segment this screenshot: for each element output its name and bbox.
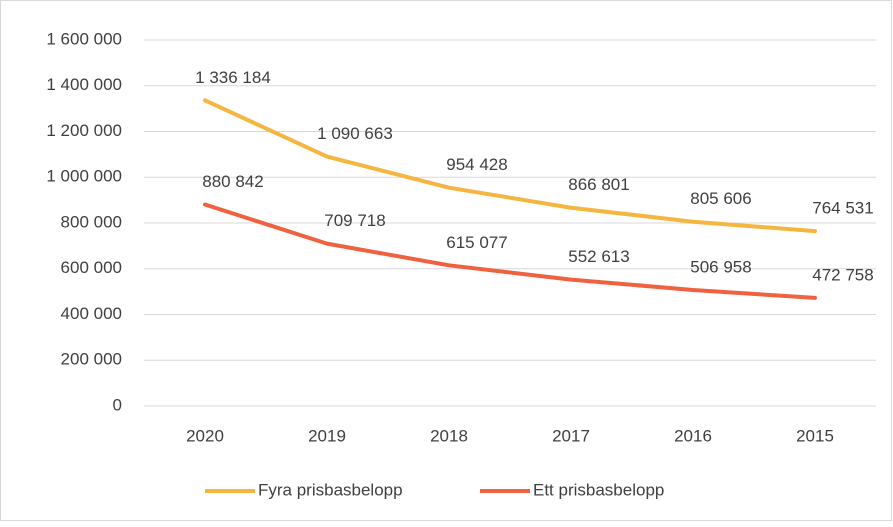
y-tick-label: 1 200 000 — [46, 121, 122, 140]
y-tick-label: 200 000 — [61, 350, 122, 369]
y-tick-label: 0 — [113, 395, 122, 414]
y-tick-label: 400 000 — [61, 304, 122, 323]
data-label: 1 336 184 — [195, 68, 271, 87]
y-tick-label: 1 600 000 — [46, 29, 122, 48]
x-tick-label: 2017 — [552, 426, 590, 445]
x-tick-label: 2018 — [430, 426, 468, 445]
data-label: 506 958 — [690, 258, 751, 277]
y-tick-label: 600 000 — [61, 258, 122, 277]
data-label: 709 718 — [324, 211, 385, 230]
data-label: 552 613 — [568, 247, 629, 266]
y-tick-label: 1 000 000 — [46, 167, 122, 186]
x-tick-label: 2015 — [796, 426, 834, 445]
x-tick-label: 2019 — [308, 426, 346, 445]
data-label: 764 531 — [812, 199, 873, 218]
legend-label: Ett prisbasbelopp — [533, 480, 664, 499]
x-tick-label: 2020 — [186, 426, 224, 445]
x-tick-label: 2016 — [674, 426, 712, 445]
data-label: 954 428 — [446, 155, 507, 174]
series-line — [203, 202, 817, 300]
series-line — [203, 98, 817, 234]
data-label: 880 842 — [202, 172, 263, 191]
y-tick-label: 1 400 000 — [46, 75, 122, 94]
data-label: 866 801 — [568, 175, 629, 194]
data-label: 1 090 663 — [317, 124, 393, 143]
data-label: 805 606 — [690, 189, 751, 208]
y-tick-label: 800 000 — [61, 212, 122, 231]
legend-label: Fyra prisbasbelopp — [258, 480, 403, 499]
data-label: 472 758 — [812, 265, 873, 284]
data-label: 615 077 — [446, 233, 507, 252]
